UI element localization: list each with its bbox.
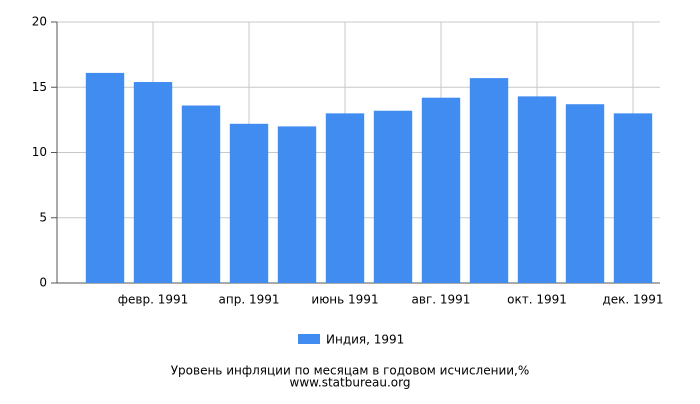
bar <box>229 123 269 283</box>
x-tick-label: авг. 1991 <box>412 293 471 307</box>
bar <box>421 97 461 283</box>
x-tick-label: дек. 1991 <box>602 293 663 307</box>
bar <box>469 78 509 284</box>
x-tick-label: окт. 1991 <box>507 293 567 307</box>
x-tick-label: июнь 1991 <box>311 293 378 307</box>
y-tick-label: 15 <box>32 80 47 94</box>
bar <box>325 113 365 283</box>
bar <box>85 72 125 284</box>
x-tick-label: февр. 1991 <box>118 293 189 307</box>
bar <box>565 104 605 283</box>
chart-subtitle: www.statbureau.org <box>290 376 411 390</box>
bar <box>517 96 557 283</box>
legend-label: Индия, 1991 <box>326 333 404 347</box>
bar <box>181 105 221 284</box>
bar <box>613 113 653 283</box>
bar <box>277 126 317 284</box>
x-tick-label: апр. 1991 <box>219 293 280 307</box>
bar <box>133 82 173 283</box>
y-tick-label: 20 <box>32 15 47 29</box>
y-tick-label: 5 <box>39 210 47 224</box>
y-tick-label: 0 <box>39 276 47 290</box>
bar <box>373 110 413 284</box>
chart-title: Уровень инфляции по месяцам в годовом ис… <box>171 364 530 378</box>
legend-swatch <box>298 334 320 344</box>
y-tick-label: 10 <box>32 145 47 159</box>
